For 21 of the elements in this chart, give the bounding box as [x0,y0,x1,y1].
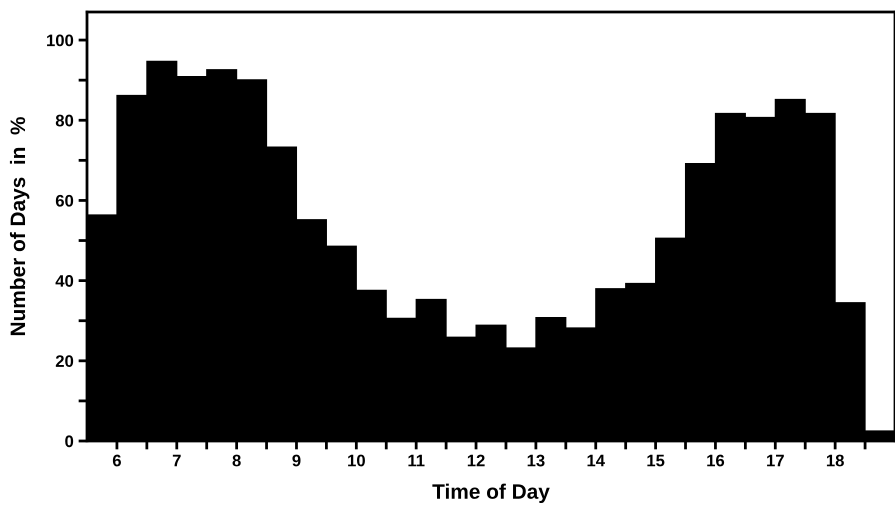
x-tick-label: 9 [292,454,300,466]
x-tick-label: 14 [588,454,605,466]
y-tick-label: 40 [56,275,74,287]
x-tick-label: 18 [826,454,844,466]
x-tick-label: 15 [647,454,664,466]
y-tick-label: 80 [56,114,74,126]
y-axis-title: Number of Days in % [10,117,30,336]
x-axis-title: Time of Day [432,484,550,504]
y-tick-label: 100 [47,34,74,46]
x-tick-label: 13 [528,454,545,466]
x-tick-label: 11 [408,454,425,466]
y-tick-label: 20 [56,355,74,368]
x-tick-label: 7 [172,454,181,466]
y-tick-label: 0 [65,435,74,448]
x-tick-label: 17 [767,454,784,466]
x-tick-label: 10 [348,454,365,466]
x-tick-label: 16 [707,454,724,466]
y-tick-label: 60 [56,194,74,207]
x-tick-label: 8 [232,454,241,466]
x-tick-label: 12 [468,454,485,466]
x-tick-label: 6 [112,454,121,466]
